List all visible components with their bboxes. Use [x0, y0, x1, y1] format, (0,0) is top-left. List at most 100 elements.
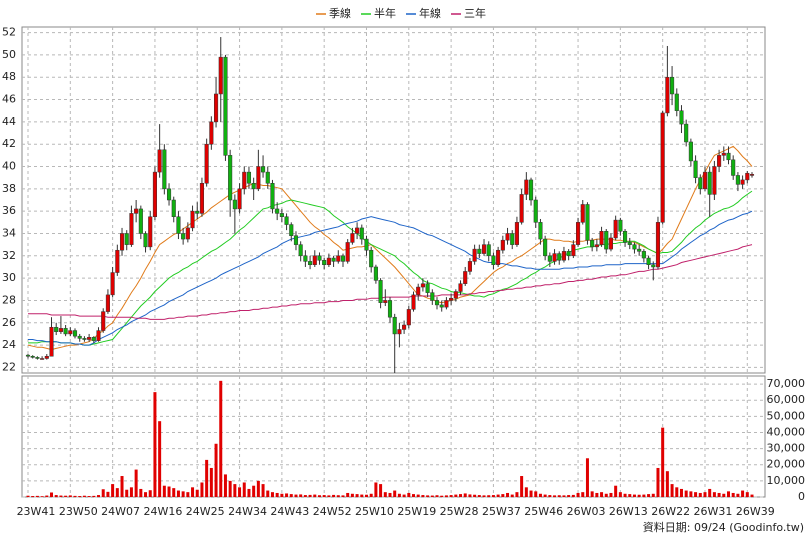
candle-body	[369, 249, 374, 268]
candle-body	[303, 255, 308, 262]
candle-body	[171, 199, 176, 217]
candle-body	[82, 338, 87, 340]
volume-bar	[477, 495, 481, 497]
data-date-note: 資料日期: 09/24 (Goodinfo.tw)	[643, 520, 804, 534]
candle-body	[641, 251, 646, 259]
volume-bar	[618, 492, 622, 497]
candle-body	[77, 335, 82, 339]
candle-body	[72, 330, 78, 337]
volume-bar	[209, 467, 213, 497]
volume-bar	[506, 492, 510, 497]
volume-bar	[223, 474, 227, 497]
candle-body	[604, 231, 609, 250]
volume-bar	[125, 489, 129, 497]
x-tick-label: 26W13	[609, 505, 648, 518]
candle-body	[528, 179, 534, 201]
candle-body	[449, 297, 454, 301]
candle-body	[514, 222, 519, 245]
candle-body	[533, 199, 538, 223]
y-tick-label: 28	[2, 293, 16, 306]
candle-body	[684, 123, 689, 143]
volume-bar	[491, 495, 495, 497]
volume-bar	[158, 421, 162, 497]
candle-body	[543, 238, 548, 257]
volume-bar	[736, 493, 740, 497]
candle-body	[176, 216, 181, 234]
candle-body	[665, 76, 670, 114]
candle-body	[707, 171, 712, 195]
candle-body	[387, 300, 393, 318]
volume-bar	[750, 494, 754, 497]
candle-body	[124, 233, 129, 245]
candle-body	[322, 260, 327, 265]
volume-bar	[68, 495, 72, 497]
legend-label: 季線	[329, 6, 351, 20]
volume-bar	[553, 495, 557, 497]
volume-bar	[54, 495, 58, 497]
candle-body	[547, 255, 552, 262]
x-tick-label: 24W43	[270, 505, 309, 518]
candle-body	[721, 152, 726, 156]
candle-body	[585, 204, 590, 241]
volume-bar	[303, 495, 307, 497]
volume-bar	[679, 488, 683, 497]
volume-bar	[496, 494, 500, 497]
candle-body	[115, 249, 120, 273]
volume-bar	[510, 494, 514, 497]
candle-body	[355, 227, 360, 234]
candle-body	[510, 233, 515, 245]
candle-body	[472, 248, 477, 262]
x-tick-label: 26W31	[694, 505, 733, 518]
volume-bar	[219, 380, 223, 497]
volume-bar	[609, 492, 613, 497]
candle-body	[566, 251, 571, 257]
y-tick-label: 50	[2, 48, 16, 61]
volume-bar	[26, 495, 30, 497]
candle-body	[270, 183, 275, 210]
candle-body	[96, 330, 101, 341]
volume-bar	[78, 496, 82, 497]
candle-body	[275, 208, 280, 214]
candle-body	[242, 171, 247, 190]
candle-body	[500, 239, 505, 251]
candle-body	[608, 237, 614, 250]
volume-bar	[600, 492, 604, 497]
candle-body	[246, 171, 252, 184]
candle-body	[632, 244, 637, 250]
volume-bar	[233, 484, 237, 497]
candle-body	[152, 171, 157, 217]
volume-bar	[144, 492, 148, 497]
candle-body	[143, 233, 148, 248]
volume-bar	[459, 494, 463, 497]
candle-body	[491, 255, 496, 265]
candle-body	[406, 309, 411, 326]
volume-bar	[703, 492, 707, 497]
volume-bar	[473, 494, 477, 497]
candle-body	[87, 337, 92, 340]
candle-body	[463, 271, 468, 284]
candle-body	[646, 257, 651, 265]
candle-body	[651, 264, 656, 268]
volume-bar	[614, 485, 618, 497]
volume-bar	[487, 495, 491, 497]
price-panel	[21, 26, 766, 374]
volume-bar	[50, 492, 54, 497]
x-tick-label: 24W52	[313, 505, 352, 518]
candle-body	[735, 175, 740, 185]
candle-body	[674, 93, 679, 111]
volume-bar	[623, 493, 627, 497]
candle-body	[326, 257, 331, 265]
volume-bar	[252, 485, 256, 497]
y2-tick-label: 10,000	[767, 474, 806, 487]
candle-body	[679, 110, 684, 125]
y-tick-label: 22	[2, 360, 16, 373]
volume-bar	[651, 493, 655, 497]
candle-body	[181, 233, 186, 240]
y-tick-label: 32	[2, 249, 16, 262]
candle-body	[40, 358, 45, 360]
volume-bar	[261, 484, 265, 497]
candle-body	[25, 354, 31, 357]
volume-bar	[567, 495, 571, 497]
candle-body	[430, 292, 435, 301]
